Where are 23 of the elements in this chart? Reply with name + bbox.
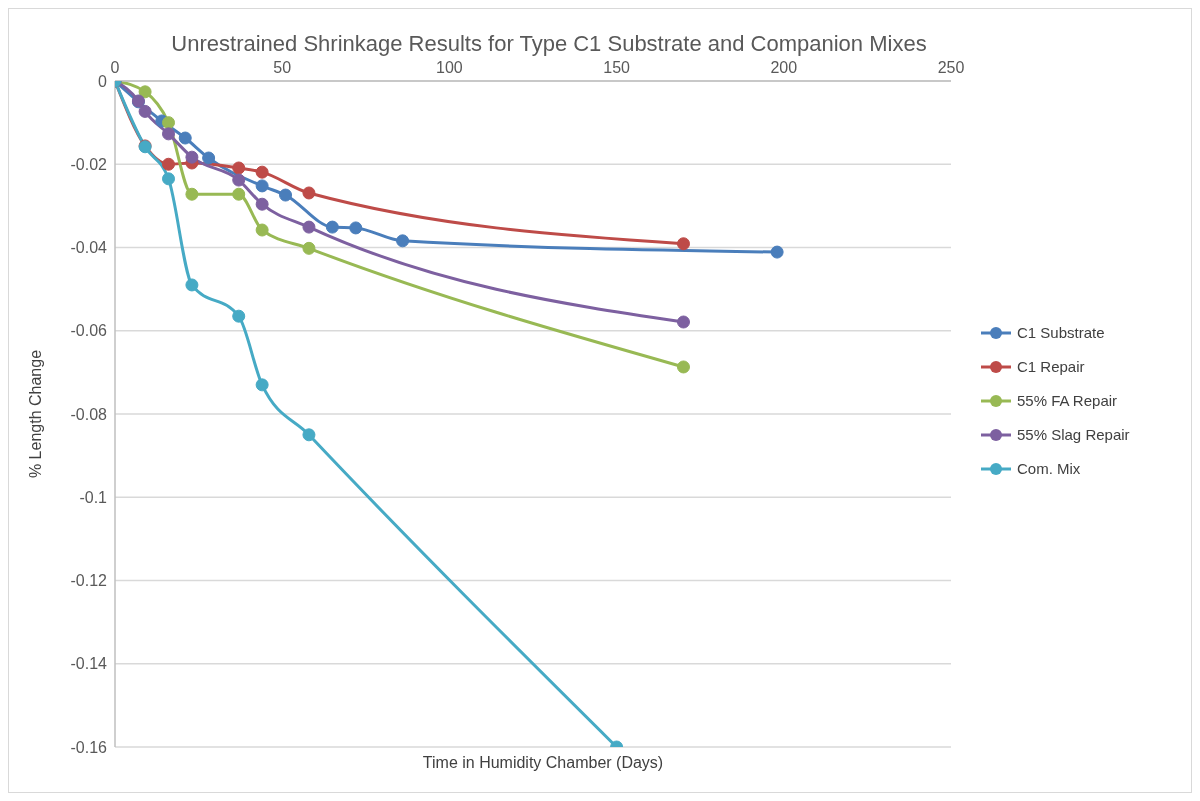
x-tick-label: 50 xyxy=(273,59,292,76)
y-tick-label: 0 xyxy=(98,72,108,90)
legend-label: C1 Repair xyxy=(1017,358,1085,375)
y-tick-label: -0.04 xyxy=(70,239,108,257)
chart-title: Unrestrained Shrinkage Results for Type C1 Substrate and Companion Mixes xyxy=(170,31,928,57)
y-tick-label: -0.12 xyxy=(70,572,108,590)
y-tick-label: -0.16 xyxy=(70,738,108,756)
x-tick-label: 200 xyxy=(770,59,798,76)
x-tick-label: 100 xyxy=(436,59,463,76)
y-tick-label: -0.06 xyxy=(70,322,108,340)
y-tick-label: -0.1 xyxy=(79,488,108,506)
legend-label: 55% Slag Repair xyxy=(1017,426,1130,443)
y-tick-label: -0.02 xyxy=(70,155,108,173)
x-tick-label: 0 xyxy=(110,59,120,76)
x-axis-title: Time in Humidity Chamber (Days) xyxy=(421,754,665,772)
y-axis-title: % Length Change xyxy=(26,349,44,479)
legend-label: 55% FA Repair xyxy=(1017,392,1118,409)
legend-label: Com. Mix xyxy=(1017,460,1081,477)
y-tick-label: -0.08 xyxy=(70,405,108,423)
x-tick-label: 250 xyxy=(937,59,965,76)
legend-label: C1 Substrate xyxy=(1017,324,1105,341)
x-tick-label: 150 xyxy=(603,59,631,76)
y-tick-label: -0.14 xyxy=(70,655,108,673)
